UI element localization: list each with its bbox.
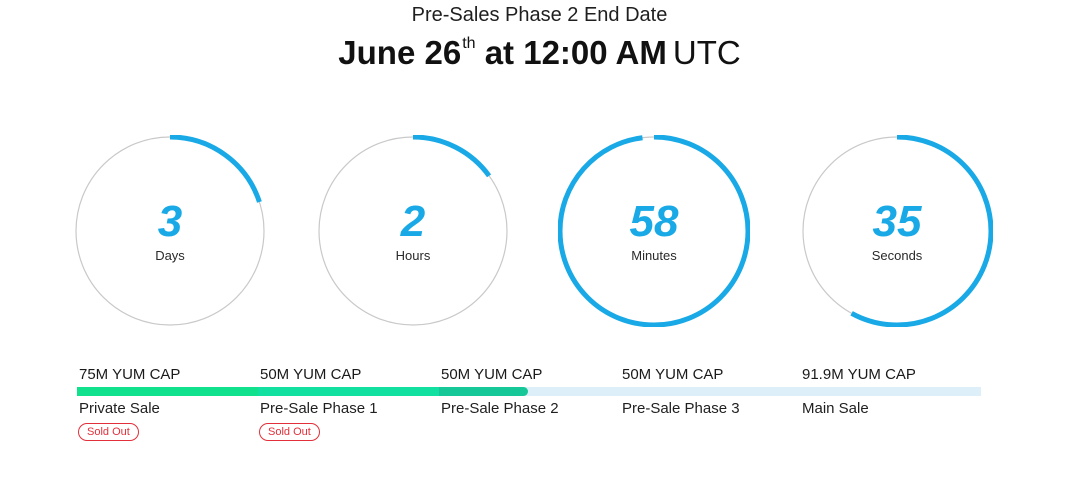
- phase-end-label: Pre-Sales Phase 2 End Date: [411, 4, 668, 26]
- phase-progress-bar: [77, 387, 258, 396]
- sold-out-badge: Sold Out: [78, 423, 139, 441]
- countdown-days: 3 Days: [74, 135, 266, 327]
- end-date-time: at 12:00 AM: [484, 34, 667, 71]
- phase-private-sale: 75M YUM CAP Private Sale Sold Out: [77, 366, 258, 441]
- days-progress-ring: [74, 135, 266, 327]
- phase-cap: 50M YUM CAP: [260, 366, 362, 383]
- phase-progress-bar: [439, 387, 620, 396]
- phase-progress-bar: [800, 387, 981, 396]
- countdown-hours: 2 Hours: [317, 135, 509, 327]
- phase-name: Main Sale: [802, 400, 869, 417]
- phase-progress-fill: [77, 387, 258, 396]
- phase-name: Pre-Sale Phase 2: [441, 400, 559, 417]
- phase-cap: 91.9M YUM CAP: [802, 366, 916, 383]
- phase-progress-bar: [258, 387, 439, 396]
- phase-progress-bar: [620, 387, 801, 396]
- end-date-suffix: th: [462, 35, 476, 52]
- phase-name: Private Sale: [79, 400, 160, 417]
- phase-cap: 50M YUM CAP: [622, 366, 724, 383]
- minutes-value: 58: [629, 197, 679, 246]
- countdown-minutes: 58 Minutes: [558, 135, 750, 327]
- phase-cap: 75M YUM CAP: [79, 366, 181, 383]
- phase-progress-fill: [439, 387, 528, 396]
- phase-pre-sale-3: 50M YUM CAP Pre-Sale Phase 3: [620, 366, 801, 417]
- sold-out-badge: Sold Out: [259, 423, 320, 441]
- phase-pre-sale-2: 50M YUM CAP Pre-Sale Phase 2: [439, 366, 620, 417]
- phase-name: Pre-Sale Phase 3: [622, 400, 740, 417]
- phase-name: Pre-Sale Phase 1: [260, 400, 378, 417]
- end-date-timezone: UTC: [672, 34, 741, 71]
- phase-main-sale: 91.9M YUM CAP Main Sale: [800, 366, 981, 417]
- days-label: Days: [155, 248, 185, 263]
- phase-progress-fill: [258, 387, 439, 396]
- countdown-seconds: 35 Seconds: [801, 135, 993, 327]
- minutes-label: Minutes: [631, 248, 677, 263]
- end-date-day: June 26: [338, 34, 462, 71]
- seconds-progress-ring: [801, 135, 993, 327]
- hours-progress-ring: [317, 135, 509, 327]
- end-date-heading: June 26th at 12:00 AM UTC: [0, 34, 1079, 72]
- hours-value: 2: [400, 197, 426, 246]
- hours-label: Hours: [395, 248, 431, 263]
- seconds-label: Seconds: [871, 248, 923, 263]
- phase-cap: 50M YUM CAP: [441, 366, 543, 383]
- days-value: 3: [157, 197, 183, 246]
- minutes-progress-ring: [558, 135, 750, 327]
- seconds-value: 35: [872, 197, 922, 246]
- phase-pre-sale-1: 50M YUM CAP Pre-Sale Phase 1 Sold Out: [258, 366, 439, 441]
